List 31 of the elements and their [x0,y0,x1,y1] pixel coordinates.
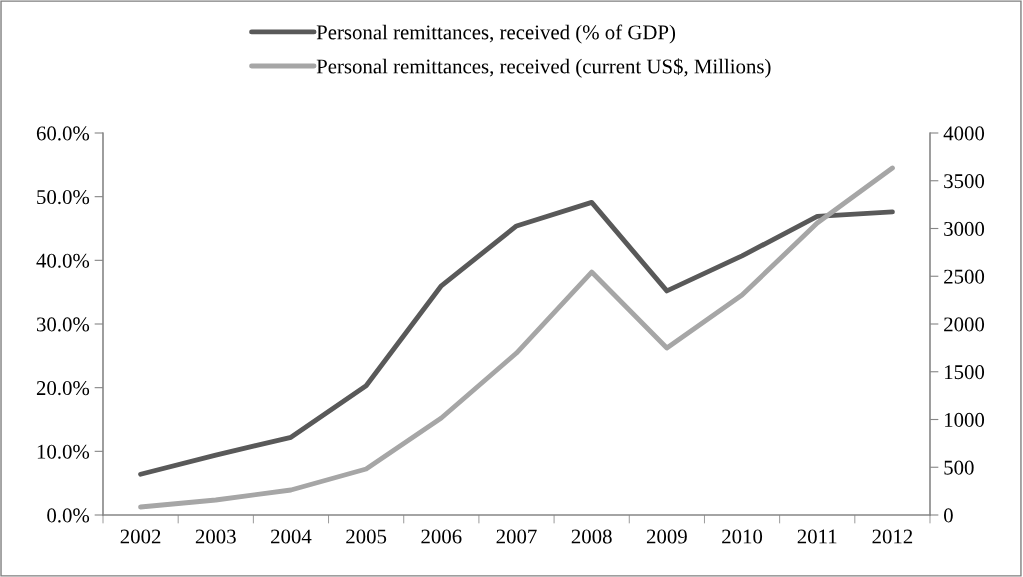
line-series [138,165,895,510]
legend-label: Personal remittances, received (current US$, Millions) [316,58,771,78]
x-tick-label: 2011 [797,529,837,544]
y-tick-label: 20.0% [36,381,90,396]
y-tick-label: 60.0% [36,126,90,141]
x-tick-label: 2003 [195,529,236,544]
y2-tick-label: 3500 [944,174,985,189]
y-tick-label: 0.0% [47,508,90,523]
x-tick-label: 2007 [496,529,537,544]
y2-tick-label: 1500 [945,365,985,380]
y2-tick-label: 500 [944,460,974,475]
y-tick-label: 30.0% [36,317,90,332]
x-tick-label: 2012 [872,529,913,544]
x-tick-label: 2002 [120,529,161,544]
legend-label: Personal remittances, received (% of GDP) [316,24,676,44]
x-tick-label: 2010 [722,529,763,544]
x-tick-label: 2009 [646,529,687,544]
y2-tick-label: 1000 [945,412,985,427]
y2-tick-label: 0 [943,508,953,523]
x-tick-label: 2004 [271,529,312,544]
y2-tick-label: 2500 [944,269,985,284]
y-tick-label: 10.0% [37,444,90,459]
x-tick-label: 2008 [571,529,612,544]
x-tick-label: 2005 [346,529,387,544]
line-series [138,199,895,477]
y-tick-label: 40.0% [36,253,90,268]
y2-tick-label: 2000 [944,317,985,332]
y-tick-label: 50.0% [37,190,90,205]
y2-tick-label: 3000 [944,221,985,236]
y2-tick-label: 4000 [943,126,985,141]
x-tick-label: 2006 [421,529,462,544]
